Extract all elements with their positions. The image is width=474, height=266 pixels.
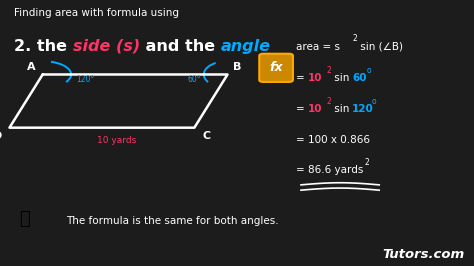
Text: 120°: 120° — [76, 75, 94, 84]
Text: sin: sin — [331, 73, 353, 84]
Text: 10: 10 — [308, 104, 323, 114]
Text: 60°: 60° — [187, 75, 201, 84]
Text: 💡: 💡 — [19, 210, 30, 228]
Text: C: C — [202, 131, 210, 141]
Text: and the: and the — [140, 39, 221, 53]
Text: o: o — [366, 66, 371, 75]
Text: A: A — [27, 61, 35, 72]
Text: angle: angle — [221, 39, 271, 53]
Text: 10: 10 — [308, 73, 323, 84]
Text: 60: 60 — [352, 73, 367, 84]
Text: Tutors.com: Tutors.com — [382, 248, 465, 261]
Text: fx: fx — [269, 61, 283, 74]
Text: = 100 x 0.866: = 100 x 0.866 — [296, 135, 370, 145]
Text: D: D — [0, 131, 2, 141]
Text: o: o — [371, 97, 376, 106]
Text: 2: 2 — [365, 158, 370, 167]
Text: 2: 2 — [326, 66, 331, 75]
Text: 2: 2 — [326, 97, 331, 106]
Text: 2. the: 2. the — [14, 39, 73, 53]
Text: 2: 2 — [352, 34, 357, 43]
Text: sin: sin — [331, 104, 353, 114]
Text: area = s: area = s — [296, 41, 340, 52]
FancyBboxPatch shape — [259, 54, 293, 82]
Text: = 86.6 yards: = 86.6 yards — [296, 165, 367, 175]
Text: B: B — [233, 61, 241, 72]
Text: 10 yards: 10 yards — [97, 136, 136, 146]
Text: sin (∠B): sin (∠B) — [357, 41, 403, 52]
Text: The formula is the same for both angles.: The formula is the same for both angles. — [66, 216, 279, 226]
Text: =: = — [296, 73, 308, 84]
Text: side (s): side (s) — [73, 39, 140, 53]
Text: Finding area with formula using: Finding area with formula using — [14, 8, 179, 18]
Text: =: = — [296, 104, 308, 114]
Text: 120: 120 — [352, 104, 374, 114]
